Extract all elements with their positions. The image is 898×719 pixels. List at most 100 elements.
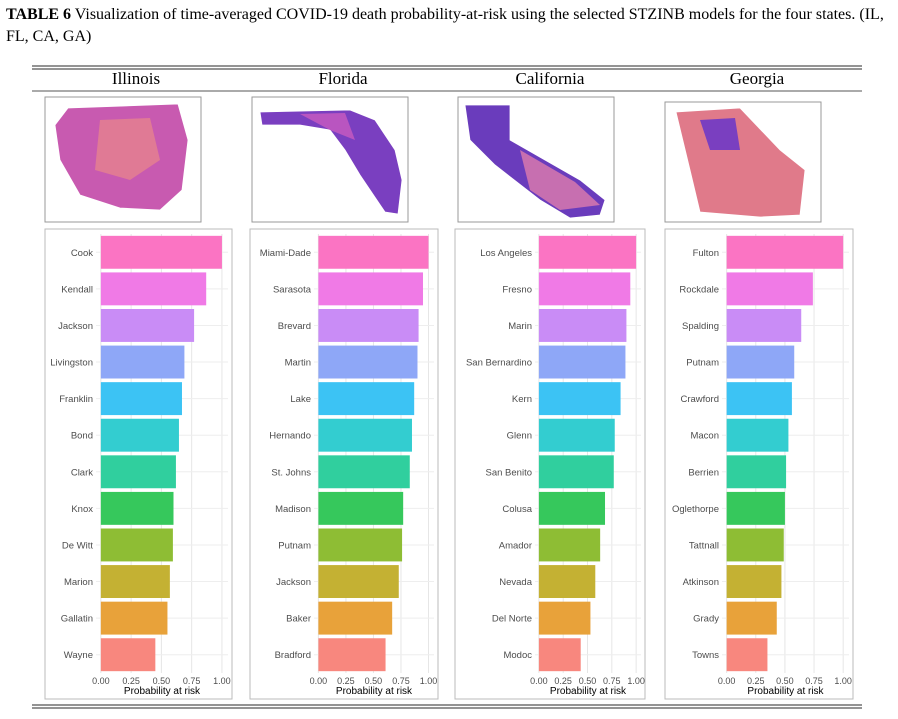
y-tick-label: Martin <box>285 358 311 369</box>
x-tick-label: 0.25 <box>337 676 355 686</box>
rules <box>32 65 862 709</box>
x-tick-label: 0.25 <box>122 676 140 686</box>
y-tick-label: Oglethorpe <box>672 504 719 515</box>
x-tick-label: 0.25 <box>554 676 572 686</box>
y-tick-label: Atkinson <box>683 577 719 588</box>
map-region <box>300 113 355 140</box>
y-tick-label: Gallatin <box>61 614 93 625</box>
x-tick-label: 0.75 <box>603 676 621 686</box>
x-tick-label: 1.00 <box>213 676 231 686</box>
x-tick-label: 1.00 <box>627 676 645 686</box>
y-tick-label: Baker <box>286 614 311 625</box>
y-tick-label: Livingston <box>50 358 93 369</box>
bar <box>318 565 399 599</box>
bar <box>726 491 785 525</box>
map-region <box>95 118 160 180</box>
bar <box>318 638 386 672</box>
x-tick-label: 0.00 <box>530 676 548 686</box>
y-tick-label: Rockdale <box>679 284 719 295</box>
bar <box>100 418 179 452</box>
bar <box>100 382 182 416</box>
y-tick-label: Jackson <box>276 577 311 588</box>
bar <box>726 235 844 269</box>
x-tick-label: 0.00 <box>92 676 110 686</box>
bar <box>538 491 606 525</box>
column-header: Illinois <box>112 69 160 88</box>
bar <box>318 272 423 306</box>
y-tick-label: Franklin <box>59 394 93 405</box>
bar <box>726 565 782 599</box>
x-tick-label: 0.00 <box>718 676 736 686</box>
bar <box>100 528 173 562</box>
bar <box>538 455 614 489</box>
y-tick-label: St. Johns <box>271 467 311 478</box>
x-tick-label: 1.00 <box>834 676 852 686</box>
y-tick-label: Macon <box>690 431 719 442</box>
maps <box>44 96 822 223</box>
y-tick-label: San Benito <box>486 467 532 478</box>
bar <box>318 491 404 525</box>
caption-text: Visualization of time-averaged COVID-19 … <box>6 6 884 45</box>
x-tick-label: 0.50 <box>365 676 383 686</box>
y-tick-label: Miami-Dade <box>260 248 311 259</box>
y-tick-label: Tattnall <box>689 540 719 551</box>
bar <box>100 455 176 489</box>
y-tick-label: Bradford <box>275 650 311 661</box>
x-tick-label: 0.50 <box>579 676 597 686</box>
y-tick-label: Nevada <box>499 577 532 588</box>
y-tick-label: Del Norte <box>492 614 532 625</box>
y-tick-label: Wayne <box>64 650 93 661</box>
map-region <box>700 118 740 150</box>
y-tick-label: Clark <box>71 467 93 478</box>
bar <box>538 308 627 342</box>
y-tick-label: Los Angeles <box>480 248 532 259</box>
bar <box>100 491 174 525</box>
x-axis-label: Probability at risk <box>550 686 627 697</box>
x-axis-label: Probability at risk <box>747 686 824 697</box>
plot-area <box>96 234 228 673</box>
bar <box>726 601 777 635</box>
bar <box>538 382 621 416</box>
caption: TABLE 6 Visualization of time-averaged C… <box>6 4 892 48</box>
bar <box>726 418 789 452</box>
map-florida <box>259 109 403 215</box>
y-tick-label: Knox <box>71 504 93 515</box>
x-tick-label: 0.75 <box>183 676 201 686</box>
bar <box>538 528 601 562</box>
y-tick-label: Marin <box>508 321 532 332</box>
y-tick-label: Jackson <box>58 321 93 332</box>
y-tick-label: Sarasota <box>273 284 312 295</box>
y-tick-label: Modoc <box>503 650 532 661</box>
x-tick-label: 0.75 <box>392 676 410 686</box>
y-tick-label: Kern <box>512 394 532 405</box>
bar <box>726 638 768 672</box>
y-tick-label: Fulton <box>693 248 719 259</box>
x-tick-label: 1.00 <box>420 676 438 686</box>
x-tick-label: 0.50 <box>776 676 794 686</box>
x-tick-label: 0.00 <box>310 676 328 686</box>
bar <box>538 601 591 635</box>
y-tick-label: Towns <box>692 650 719 661</box>
bar <box>318 235 429 269</box>
bar <box>100 565 170 599</box>
y-tick-label: Grady <box>693 614 719 625</box>
bar <box>318 382 415 416</box>
bar <box>100 638 156 672</box>
y-tick-label: Madison <box>275 504 311 515</box>
bar <box>100 308 195 342</box>
bar <box>100 601 168 635</box>
bar <box>318 345 418 379</box>
bar <box>538 638 581 672</box>
caption-label: TABLE 6 <box>6 6 72 23</box>
bar <box>538 235 637 269</box>
bar <box>318 418 412 452</box>
x-tick-label: 0.50 <box>153 676 171 686</box>
y-tick-label: Fresno <box>502 284 532 295</box>
plot-area <box>314 234 434 673</box>
map-region <box>520 150 600 210</box>
bar <box>538 565 596 599</box>
y-tick-label: Colusa <box>502 504 532 515</box>
y-tick-label: Cook <box>71 248 93 259</box>
column-header: Georgia <box>730 69 785 88</box>
